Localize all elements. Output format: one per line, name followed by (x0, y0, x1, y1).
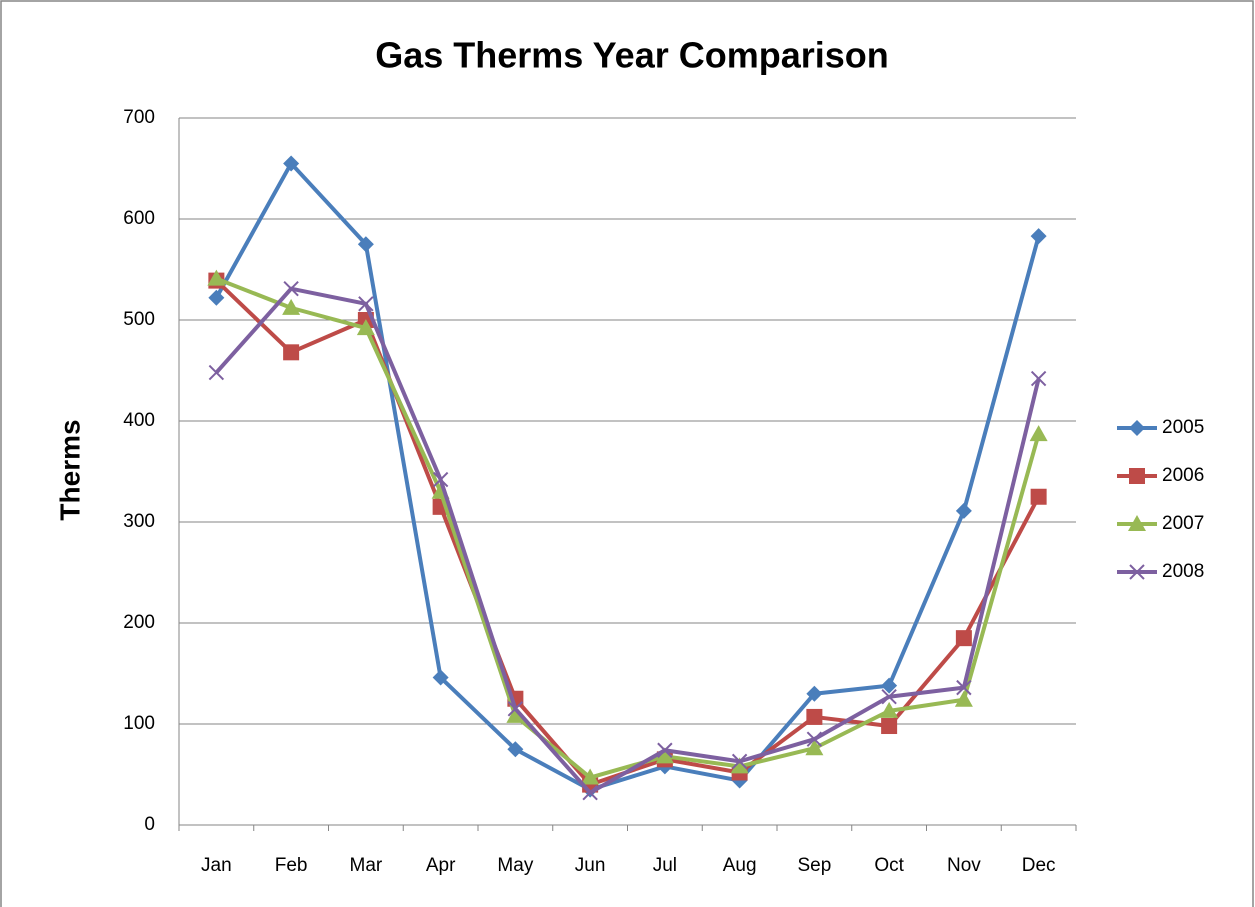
chart-title: Gas Therms Year Comparison (375, 35, 889, 76)
legend-label: 2005 (1162, 417, 1204, 438)
y-tick-label: 600 (123, 208, 155, 229)
x-tick-label: Jan (201, 855, 232, 876)
series-line (214, 286, 1041, 795)
y-tick-label: 100 (123, 713, 155, 734)
data-point (282, 298, 301, 315)
legend-label: 2008 (1162, 561, 1204, 582)
data-point (657, 742, 673, 758)
series-line (214, 161, 1041, 792)
x-tick-label: May (497, 855, 533, 876)
data-point (283, 155, 300, 172)
data-point (955, 502, 972, 519)
y-tick-label: 0 (144, 814, 155, 835)
data-point (1029, 425, 1048, 442)
data-point (730, 757, 749, 774)
legend-label: 2006 (1162, 465, 1204, 486)
data-point (881, 677, 898, 694)
x-tick-label: Sep (797, 855, 831, 876)
series-line (215, 276, 1041, 780)
data-point (358, 296, 374, 312)
legend-marker (1129, 420, 1145, 436)
x-tick-label: Feb (275, 855, 308, 876)
data-point (356, 319, 375, 336)
x-tick-label: Dec (1022, 855, 1056, 876)
data-point (955, 630, 972, 647)
data-point (806, 731, 823, 747)
legend-marker (1128, 515, 1146, 531)
x-tick-label: Jun (575, 855, 606, 876)
x-tick-label: Mar (350, 855, 383, 876)
data-point (806, 708, 823, 725)
data-point (357, 236, 374, 253)
y-tick-label: 400 (123, 410, 155, 431)
legend-label: 2007 (1162, 513, 1204, 534)
data-point (432, 471, 449, 488)
y-tick-label: 300 (123, 511, 155, 532)
data-point (805, 739, 824, 756)
data-point (582, 784, 598, 801)
data-point (208, 289, 225, 306)
y-tick-label: 200 (123, 612, 155, 633)
data-point (881, 718, 898, 735)
data-point (506, 706, 525, 723)
y-tick-label: 700 (123, 107, 155, 128)
data-point (1030, 488, 1047, 505)
data-point (731, 753, 748, 770)
data-point (806, 685, 823, 702)
x-tick-label: Jul (653, 855, 677, 876)
x-tick-label: Aug (723, 855, 757, 876)
data-point (881, 689, 897, 705)
data-point (432, 669, 449, 686)
data-point (1030, 370, 1047, 387)
data-point (954, 690, 973, 707)
y-axis-label: Therms (54, 419, 85, 520)
data-point (507, 741, 524, 758)
x-tick-label: Apr (426, 855, 456, 876)
data-point (208, 364, 225, 381)
data-point (1030, 228, 1047, 245)
data-point (507, 701, 524, 717)
data-point (655, 747, 674, 764)
legend-marker (1129, 468, 1145, 484)
data-point (880, 701, 899, 718)
x-tick-label: Oct (874, 855, 904, 876)
data-point (283, 280, 299, 297)
y-tick-label: 500 (123, 309, 155, 330)
x-tick-label: Nov (947, 855, 981, 876)
legend-marker (1129, 564, 1145, 580)
data-point (581, 768, 600, 785)
data-point (956, 679, 972, 696)
data-point (207, 269, 226, 286)
data-point (283, 344, 300, 361)
